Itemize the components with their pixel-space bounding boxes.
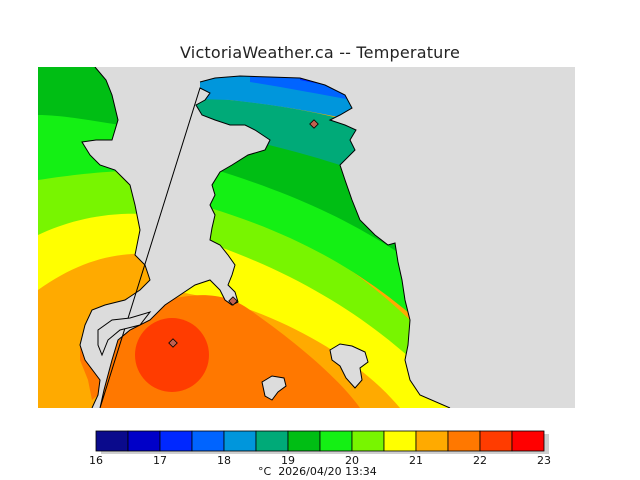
inlet-water: [97, 311, 152, 357]
legend-swatch: [159, 430, 193, 452]
legend-swatch: [511, 430, 545, 452]
legend-swatch: [223, 430, 257, 452]
legend-swatch: [95, 430, 129, 452]
island-east: [329, 343, 369, 389]
legend-swatch: [255, 430, 289, 452]
timestamp: 2026/04/20 13:34: [278, 465, 377, 478]
legend-swatch: [479, 430, 513, 452]
coastline-west: [79, 67, 151, 408]
weather-station-marker[interactable]: [168, 338, 178, 348]
color-legend: [95, 430, 549, 454]
legend-swatch: [383, 430, 417, 452]
legend-swatch: [447, 430, 481, 452]
legend-swatch: [127, 430, 161, 452]
legend-swatch: [319, 430, 353, 452]
island-small: [261, 375, 287, 401]
unit-and-timestamp: °C 2026/04/20 13:34: [258, 465, 377, 478]
legend-swatch: [191, 430, 225, 452]
legend-swatch: [415, 430, 449, 452]
weather-station-marker[interactable]: [309, 119, 319, 129]
legend-swatch: [287, 430, 321, 452]
unit-label: °C: [258, 465, 272, 478]
map-title: VictoriaWeather.ca -- Temperature: [180, 43, 460, 62]
legend-swatch: [351, 430, 385, 452]
weather-station-marker[interactable]: [228, 296, 238, 306]
